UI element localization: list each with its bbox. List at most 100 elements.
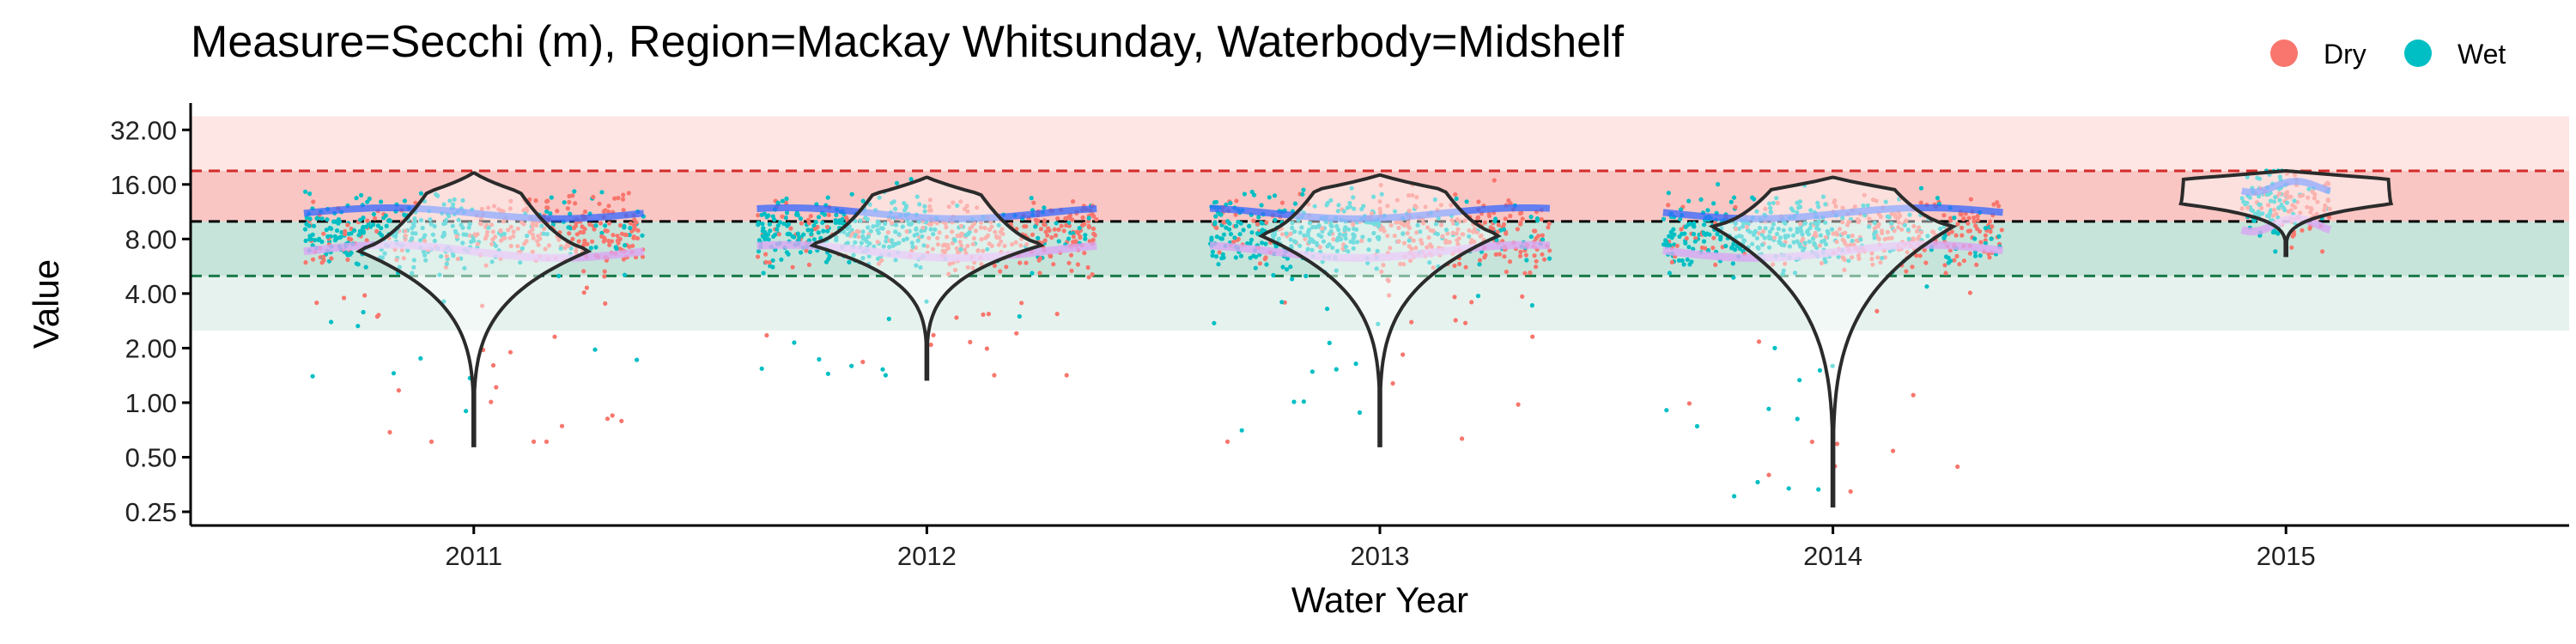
dry-point: [2266, 203, 2271, 208]
wet-point: [1083, 233, 1088, 238]
dry-point: [552, 334, 557, 339]
dry-point: [982, 225, 987, 231]
dry-point: [1834, 441, 1840, 447]
wet-point: [1731, 275, 1736, 280]
dry-point: [1534, 264, 1539, 270]
wet-point: [380, 255, 386, 260]
dry-point: [1452, 295, 1457, 300]
wet-point: [355, 262, 361, 267]
dry-point: [603, 301, 608, 307]
dry-point: [1377, 199, 1382, 204]
dry-point: [1955, 222, 1960, 227]
dry-point: [1000, 231, 1005, 237]
dry-point: [947, 261, 952, 266]
wet-point: [1273, 232, 1278, 238]
dry-point: [606, 221, 612, 226]
wet-point: [1260, 240, 1265, 246]
dry-point: [489, 399, 494, 404]
dry-point: [1471, 229, 1476, 234]
wet-point: [1415, 222, 1420, 228]
wet-point: [1259, 203, 1264, 208]
wet-point: [1540, 237, 1546, 242]
dry-point: [506, 228, 511, 233]
wet-point: [544, 232, 550, 237]
x-tick-label: 2014: [1803, 541, 1862, 571]
wet-point: [1799, 229, 1804, 234]
dry-point: [1686, 401, 1692, 406]
dry-point: [1257, 261, 1263, 266]
dry-point: [483, 263, 489, 268]
wet-point: [1258, 220, 1264, 225]
wet-point: [1351, 240, 1356, 245]
wet-point: [1867, 224, 1872, 229]
wet-point: [1366, 247, 1371, 252]
dry-point: [1303, 236, 1308, 241]
dry-point: [1378, 183, 1383, 188]
wet-point: [1379, 191, 1384, 197]
legend: Dry Wet: [2270, 39, 2506, 70]
wet-point: [519, 246, 526, 251]
dry-point: [952, 267, 958, 273]
wet-point: [1762, 235, 1767, 240]
wet-point: [880, 367, 885, 372]
wet-point: [1083, 236, 1088, 241]
wet-point: [756, 222, 761, 228]
wet-point: [2268, 198, 2273, 204]
dry-point: [943, 221, 948, 226]
wet-point: [914, 194, 920, 199]
dry-point: [788, 226, 793, 231]
dry-point: [1917, 225, 1922, 230]
dry-point: [570, 193, 575, 198]
wet-point: [891, 199, 896, 204]
dry-point: [959, 243, 964, 248]
dry-point: [978, 225, 984, 230]
dry-point: [965, 209, 970, 214]
wet-point: [1301, 187, 1306, 192]
dry-point: [931, 332, 936, 337]
wet-point: [795, 231, 800, 236]
dry-point: [984, 346, 989, 351]
dry-point: [1848, 489, 1853, 495]
wet-point: [1823, 241, 1829, 247]
dry-point: [1004, 264, 1009, 270]
wet-point: [1795, 226, 1800, 232]
wet-point: [1682, 231, 1687, 236]
dry-point: [2282, 192, 2287, 197]
dry-point: [1852, 204, 1857, 210]
dry-point: [1377, 206, 1382, 211]
wet-point: [1372, 222, 1377, 227]
wet-point: [952, 238, 957, 243]
dry-point: [2312, 196, 2317, 201]
wet-point: [391, 371, 397, 376]
dry-point: [621, 257, 627, 262]
wet-point: [770, 264, 775, 270]
wet-point: [1267, 195, 1272, 200]
wet-point: [359, 192, 364, 197]
dry-point: [490, 229, 495, 234]
dry-point: [597, 201, 602, 206]
wet-point: [418, 217, 424, 223]
wet-point: [1686, 245, 1692, 250]
wet-point: [1715, 231, 1720, 237]
wet-point: [866, 234, 871, 240]
wet-point: [1766, 201, 1772, 206]
wet-point: [847, 259, 852, 264]
wet-point: [623, 243, 628, 248]
wet-point: [1740, 224, 1746, 229]
dry-point: [763, 252, 769, 257]
dry-point: [1842, 267, 1847, 272]
wet-point: [1818, 233, 1823, 238]
wet-point: [1546, 256, 1552, 261]
trend-line-purple: [1209, 240, 1551, 262]
wet-point: [361, 215, 366, 221]
wet-point: [1776, 226, 1781, 232]
wet-point: [867, 241, 872, 246]
dry-point: [970, 241, 975, 246]
dry-point: [1517, 253, 1523, 258]
wet-point: [816, 230, 821, 235]
wet-point: [2271, 199, 2277, 204]
wet-point: [303, 189, 308, 194]
wet-point: [784, 210, 790, 216]
dry-point: [1943, 270, 1948, 276]
dry-point: [1961, 216, 1966, 222]
